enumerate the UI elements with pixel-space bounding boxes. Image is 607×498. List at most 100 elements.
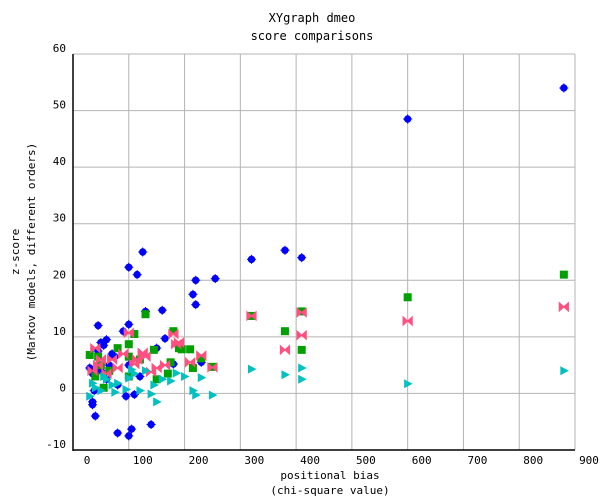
data-point-pink [246,310,257,322]
x-tick-label: 800 [523,454,543,467]
data-point-pink [207,362,218,373]
x-tick-label: 300 [244,454,264,467]
data-point-cyan [172,368,182,378]
x-tick-label: 500 [356,454,376,467]
x-tick-label: 900 [579,454,599,467]
data-point-green [124,352,133,361]
data-point-pink [168,328,179,340]
data-point-cyan [150,380,159,390]
data-point-blue [191,275,201,285]
data-point-blue [121,391,131,401]
data-point-blue [191,300,201,310]
data-point-green [174,344,183,353]
data-point-cyan [192,390,201,400]
data-point-green [85,350,94,359]
data-point-cyan [560,366,569,376]
y-tick-label: 0 [59,381,66,394]
data-point-cyan [281,370,290,380]
data-points [85,83,569,441]
x-tick-label: 0 [84,454,91,467]
data-point-green [559,270,568,279]
data-point-pink [118,348,129,360]
data-point-cyan [125,373,134,383]
data-point-green [152,375,161,384]
data-point-cyan [89,378,98,388]
data-point-green [130,330,139,339]
data-point-cyan [167,376,176,386]
data-point-blue [210,274,220,284]
data-point-blue [124,431,134,441]
chart-title: XYgraph dmeo [269,11,356,25]
y-tick-label: 20 [53,268,66,281]
y-tick-label: -10 [46,438,66,451]
data-point-cyan [136,386,145,396]
data-point-pink [296,329,307,341]
data-point-cyan [111,387,120,397]
data-point-cyan [97,386,106,396]
data-point-blue [113,428,123,438]
data-point-pink [196,350,207,361]
data-point-green [163,369,172,378]
chart-subtitle: score comparisons [251,29,374,43]
data-point-blue [188,289,198,299]
data-point-pink [123,327,134,339]
data-point-green [124,340,133,349]
data-point-green [403,293,412,302]
data-point-cyan [108,380,118,390]
y-axis-label-line2: (Markov models, different orders) [25,143,38,362]
x-tick-label: 200 [189,454,209,467]
data-point-cyan [153,397,162,407]
data-point-blue [129,390,139,400]
data-point-cyan [142,366,151,376]
data-point-blue [132,270,142,280]
data-point-pink [106,354,118,365]
x-axis-label-line1: positional bias [280,469,379,482]
data-point-pink [279,344,291,356]
data-point-green [113,344,122,353]
data-point-cyan [91,383,101,393]
data-point-pink [402,315,413,327]
y-tick-label: 30 [53,212,66,225]
data-point-blue [124,262,134,272]
data-point-blue [124,319,134,329]
data-point-blue [138,247,148,257]
axes [72,54,575,451]
data-point-green [188,363,197,372]
data-point-cyan [158,374,168,384]
data-point-green [297,307,306,316]
y-tick-label: 40 [53,155,66,168]
data-point-pink [171,338,182,350]
data-point-cyan [404,379,413,389]
x-axis-label-line2: (chi-square value) [270,484,389,497]
data-point-pink [90,342,101,354]
x-tick-label: 400 [300,454,320,467]
data-point-blue [127,424,137,434]
data-point-cyan [86,391,95,401]
data-point-green [141,310,150,319]
x-tick-label: 600 [412,454,432,467]
data-point-blue [146,420,156,430]
data-point-green [197,354,206,363]
data-point-green [169,327,178,336]
tick-labels: 0 100 200 300 400 500 600 700 800 900 -10 0 10 20 30 40… [46,42,599,467]
data-point-blue [90,411,100,421]
data-point-green [149,345,158,354]
data-point-blue [246,254,256,264]
data-point-blue [157,305,167,315]
data-point-cyan [189,386,198,396]
x-tick-label: 100 [133,454,153,467]
data-point-cyan [114,378,123,388]
data-point-blue [101,335,111,345]
data-point-cyan [208,390,218,400]
data-point-blue [559,83,569,93]
data-point-blue [297,253,307,263]
data-point-pink [112,362,123,374]
data-point-blue [135,371,145,381]
data-point-blue [403,114,413,124]
data-point-blue [88,400,98,410]
data-point-green [99,383,108,392]
data-point-blue [160,334,170,344]
data-point-cyan [147,389,157,399]
data-point-cyan [298,363,307,373]
